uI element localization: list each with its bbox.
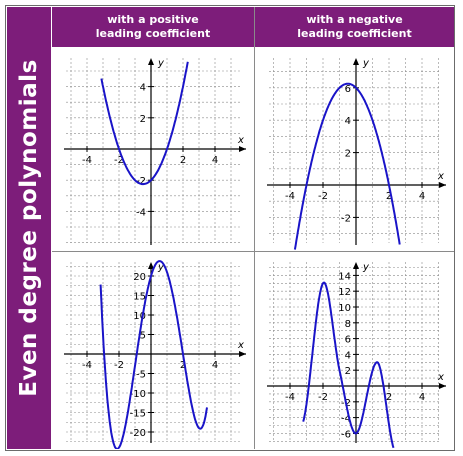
y-tick-label: 4: [345, 350, 351, 361]
y-tick-label: 5: [140, 331, 146, 342]
y-tick-label: -2: [136, 176, 146, 187]
y-axis-arrow: [148, 58, 154, 65]
x-tick-label: 4: [419, 191, 425, 202]
x-axis-label: x: [437, 372, 444, 383]
column-header-negative: with a negative leading coefficient: [255, 7, 454, 47]
y-axis-label: y: [362, 58, 370, 69]
column-divider: [254, 7, 255, 449]
x-tick-label: -4: [285, 191, 295, 202]
x-tick-label: 4: [212, 360, 218, 371]
x-axis-arrow: [239, 146, 246, 152]
y-tick-label: 12: [338, 287, 351, 298]
column-header-positive-label: with a positive leading coefficient: [95, 13, 211, 40]
x-axis-arrow: [439, 182, 446, 188]
x-tick-label: 2: [180, 360, 186, 371]
x-tick-label: -4: [285, 392, 295, 403]
x-axis-label: x: [237, 340, 244, 351]
y-tick-label: 20: [133, 272, 146, 283]
polynomial-curve: [302, 281, 395, 449]
x-tick-label: 4: [212, 155, 218, 166]
panel-bottom-right: x y -4 -2 2 4 -6 -4 -2 2 4 6 8 10 12 14: [255, 252, 454, 449]
y-tick-label: 10: [338, 303, 351, 314]
y-tick-label: 15: [133, 292, 146, 303]
side-banner: Even degree polynomials: [7, 7, 51, 449]
y-axis-label: y: [157, 58, 165, 69]
column-header-positive: with a positive leading coefficient: [52, 7, 254, 47]
x-tick-label: 4: [419, 392, 425, 403]
y-tick-label: -6: [341, 429, 351, 440]
y-tick-label: -2: [341, 213, 351, 224]
y-tick-label: 2: [345, 366, 351, 377]
polynomial-curve: [99, 260, 208, 451]
y-tick-label: 8: [345, 319, 351, 330]
x-tick-label: -2: [114, 155, 124, 166]
y-tick-label: -4: [341, 414, 351, 425]
polynomial-curve: [293, 82, 401, 250]
y-tick-label: -4: [136, 207, 146, 218]
x-axis-label: x: [437, 171, 444, 182]
y-tick-label: -15: [130, 409, 146, 420]
column-header-negative-label: with a negative leading coefficient: [297, 13, 412, 40]
y-axis-arrow: [353, 262, 359, 269]
y-axis-arrow: [148, 262, 154, 269]
y-axis-label: y: [157, 262, 165, 273]
y-tick-label: 14: [338, 271, 351, 282]
chart-top-right: x y -4 -2 2 4 -2 2 4 6: [267, 58, 446, 250]
y-tick-label: 6: [345, 335, 351, 346]
y-tick-label: 6: [345, 84, 351, 95]
panel-top-left: x y -4 -2 2 4 -4 -2 2 4: [52, 48, 254, 251]
side-title: Even degree polynomials: [16, 59, 42, 397]
x-tick-label: -2: [114, 360, 124, 371]
y-axis-arrow: [353, 58, 359, 65]
polynomial-curve: [100, 61, 189, 186]
x-axis-label: x: [237, 135, 244, 146]
y-tick-label: -5: [136, 370, 146, 381]
y-tick-label: 10: [133, 311, 146, 322]
row-divider: [52, 251, 454, 252]
x-tick-label: -2: [318, 191, 328, 202]
x-tick-label: -4: [82, 360, 92, 371]
y-tick-label: 2: [345, 149, 351, 160]
x-axis-arrow: [239, 351, 246, 357]
chart-bottom-left: x y -4 -2 2 4 -20 -15 -10 -5 5 10 15 20: [64, 260, 246, 451]
x-tick-label: -4: [82, 155, 92, 166]
y-tick-label: -10: [130, 389, 146, 400]
x-axis-arrow: [439, 383, 446, 389]
y-tick-label: -20: [130, 428, 146, 439]
y-tick-label: 2: [140, 114, 146, 125]
panel-bottom-left: x y -4 -2 2 4 -20 -15 -10 -5 5 10 15 20: [52, 252, 254, 451]
x-tick-label: 2: [386, 191, 392, 202]
x-tick-label: 2: [386, 392, 392, 403]
x-tick-label: -2: [318, 392, 328, 403]
y-tick-label: 4: [140, 83, 146, 94]
y-tick-label: 4: [345, 116, 351, 127]
x-tick-label: 2: [180, 155, 186, 166]
y-axis-label: y: [362, 262, 370, 273]
chart-top-left: x y -4 -2 2 4 -4 -2 2 4: [64, 58, 246, 245]
figure-frame: Even degree polynomials with a positive …: [5, 5, 455, 451]
panel-top-right: x y -4 -2 2 4 -2 2 4 6: [255, 48, 454, 251]
